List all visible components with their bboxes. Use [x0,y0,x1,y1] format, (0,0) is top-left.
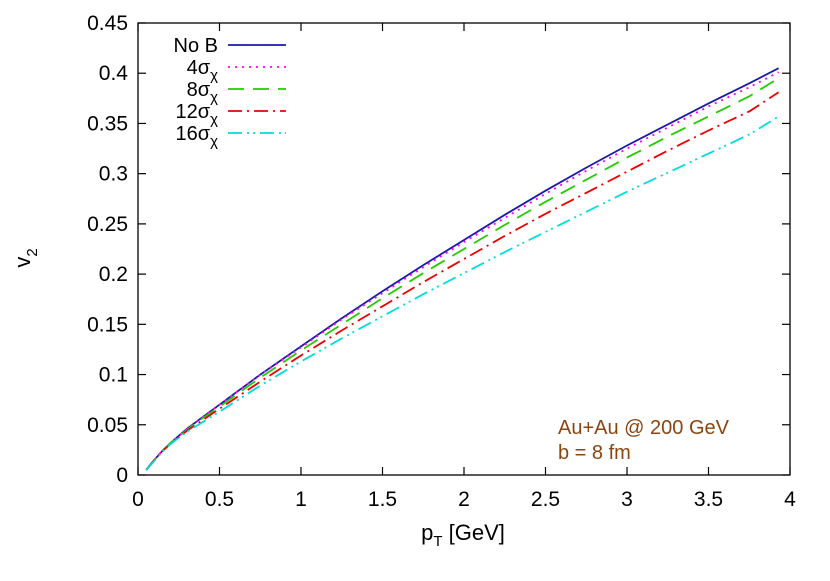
series-line-2 [145,71,780,471]
y-tick-label: 0.35 [87,112,128,135]
x-tick-label: 3 [621,488,633,511]
curves [145,67,780,471]
x-tick-label: 0 [132,488,144,511]
x-tick-label: 1.5 [368,488,397,511]
legend-label-3: 8σχ [187,79,218,106]
series-line-3 [145,77,780,471]
legend-label-4: 12σχ [176,101,219,128]
y-tick-label: 0.3 [99,163,128,186]
x-tick-label: 4 [784,488,796,511]
ticks: 0 0.5 1 1.5 2 2.5 3 3.5 4 0 0.05 0.1 0.15 0.2 0.25 0.3 0… [87,12,796,511]
x-tick-label: 0.5 [205,488,234,511]
y-tick-label: 0.05 [87,414,128,437]
legend-label-1: No B [174,35,218,57]
x-tick-label: 3.5 [694,488,723,511]
series-line-4 [145,91,780,471]
legend-label-5: 16σχ [176,123,219,150]
series-line-5 [145,115,780,471]
y-tick-label: 0.15 [87,313,128,336]
x-tick-label: 2 [458,488,470,511]
y-tick-label: 0.45 [87,12,128,35]
y-tick-label: 0.2 [99,263,128,286]
x-tick-label: 2.5 [531,488,560,511]
annotation-impact-parameter: b = 8 fm [558,442,631,464]
x-tick-label: 1 [295,488,307,511]
x-axis-title: pT [GeV] [421,520,505,550]
y-axis-title: v2 [10,248,41,267]
annotation-collision: Au+Au @ 200 GeV [558,417,730,439]
y-tick-label: 0.4 [99,62,129,85]
y-tick-label: 0.25 [87,213,128,236]
legend-label-2: 4σχ [187,57,218,84]
y-tick-label: 0.1 [99,364,128,387]
y-tick-label: 0 [116,464,128,487]
